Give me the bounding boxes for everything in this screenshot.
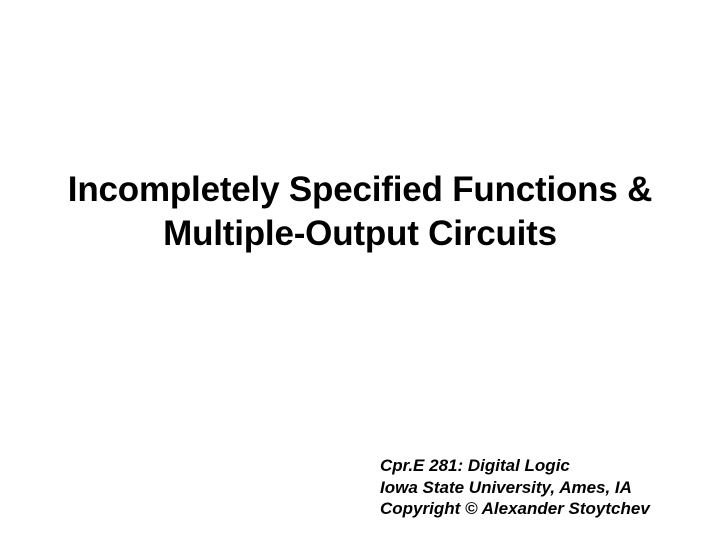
title-line-1: Incompletely Specified Functions &: [14, 168, 706, 212]
slide-footer: Cpr.E 281: Digital Logic Iowa State Univ…: [380, 455, 710, 520]
title-line-2: Multiple-Output Circuits: [14, 212, 706, 256]
footer-copyright: Copyright © Alexander Stoytchev: [380, 498, 710, 520]
footer-institution: Iowa State University, Ames, IA: [380, 477, 710, 499]
footer-course: Cpr.E 281: Digital Logic: [380, 455, 710, 477]
slide-title: Incompletely Specified Functions & Multi…: [0, 168, 720, 256]
